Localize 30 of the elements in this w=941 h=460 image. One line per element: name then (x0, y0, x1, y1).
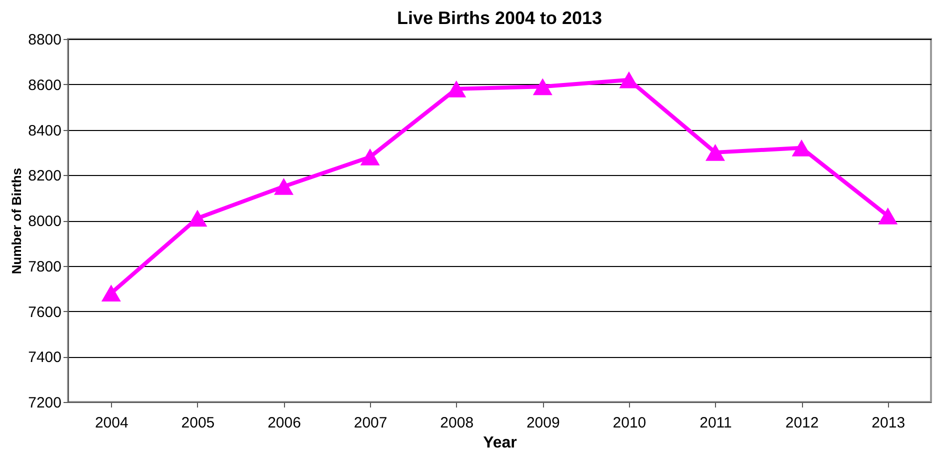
y-tick-label: 8000 (28, 213, 62, 230)
x-tick-label: 2007 (354, 414, 388, 432)
y-tick-label: 7200 (28, 394, 62, 412)
y-tick-label: 8600 (28, 76, 62, 94)
x-axis-title: Year (483, 434, 517, 452)
point (274, 178, 294, 195)
point (706, 144, 725, 161)
y-tick-label: 7400 (28, 349, 62, 366)
point (360, 148, 380, 166)
y-tick-label: 7600 (28, 304, 62, 321)
point (446, 80, 466, 98)
point (101, 284, 121, 302)
x-tick-label: 2013 (872, 414, 906, 432)
point (792, 139, 812, 156)
y-tick-label: 8400 (28, 122, 62, 140)
y-tick-label: 8800 (28, 32, 62, 48)
y-tick-label: 7800 (28, 258, 62, 276)
x-tick-label: 2010 (612, 414, 646, 432)
x-tick-label: 2009 (526, 414, 560, 432)
y-axis-title: Number of Births (9, 168, 24, 274)
point (878, 208, 898, 224)
x-tick-label: 2008 (440, 414, 474, 432)
y-tick-label: 8200 (28, 168, 62, 185)
chart-title: Live Births 2004 to 2013 (396, 8, 602, 28)
point (532, 78, 552, 96)
x-tick-label: 2005 (181, 414, 215, 432)
x-tick-label: 2004 (94, 414, 128, 432)
x-tick-label: 2012 (785, 414, 819, 432)
x-tick-label: 2011 (700, 414, 732, 432)
x-tick-label: 2006 (268, 414, 301, 432)
